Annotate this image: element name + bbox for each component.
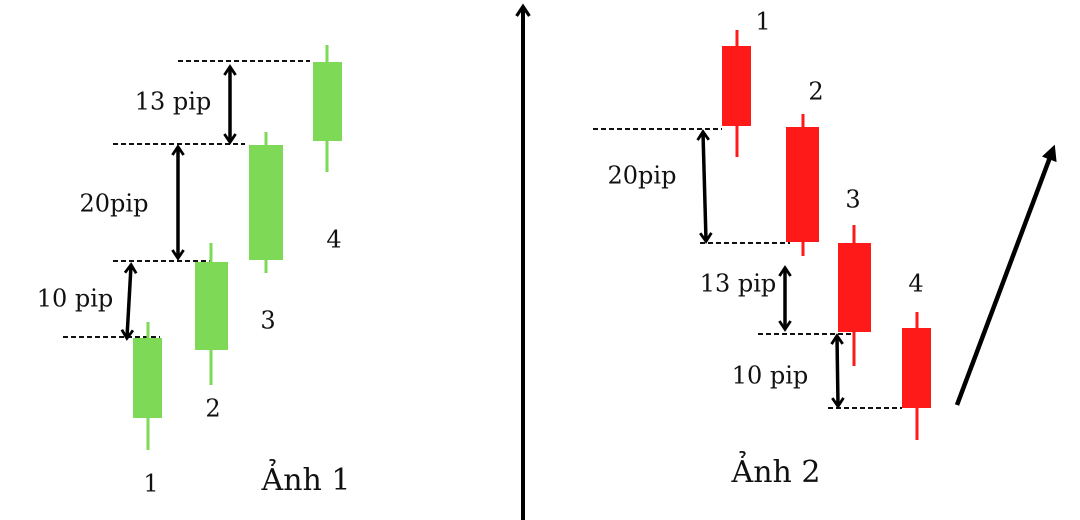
caption: Ảnh 2 bbox=[731, 451, 821, 490]
gap-arrow bbox=[830, 333, 845, 409]
panel-1: 10 pip 20pip 13 pip 1 2 3 4 Ảnh 1 bbox=[37, 45, 351, 498]
candle-label: 1 bbox=[143, 470, 158, 498]
candle-body bbox=[786, 127, 819, 242]
candle-label: 1 bbox=[755, 8, 770, 36]
candle-label: 4 bbox=[326, 226, 341, 254]
candle-label: 3 bbox=[845, 186, 860, 214]
candle-body bbox=[838, 243, 871, 332]
panel-2: 20pip 13 pip 10 pip 1 2 3 4 Ảnh 2 bbox=[593, 8, 1057, 490]
candle-body bbox=[249, 145, 283, 260]
gap-label: 20pip bbox=[80, 190, 149, 218]
candle-label: 2 bbox=[205, 395, 220, 423]
gap-label: 10 pip bbox=[37, 285, 114, 313]
candle-body bbox=[133, 338, 162, 418]
candle-label: 4 bbox=[908, 270, 923, 298]
caption: Ảnh 1 bbox=[261, 459, 351, 498]
candle-body bbox=[722, 46, 751, 126]
candle-body bbox=[902, 328, 931, 408]
candle-body bbox=[313, 62, 342, 141]
gap-label: 13 pip bbox=[135, 88, 212, 116]
gap-label: 20pip bbox=[608, 162, 677, 190]
candle-label: 2 bbox=[808, 78, 823, 106]
trend-arrow bbox=[954, 144, 1057, 406]
gap-label: 10 pip bbox=[732, 362, 809, 390]
candle-label: 3 bbox=[260, 307, 275, 335]
gap-arrow bbox=[696, 129, 713, 244]
gap-label: 13 pip bbox=[700, 270, 777, 298]
candle-body bbox=[195, 262, 228, 350]
gap-arrow bbox=[120, 262, 138, 341]
